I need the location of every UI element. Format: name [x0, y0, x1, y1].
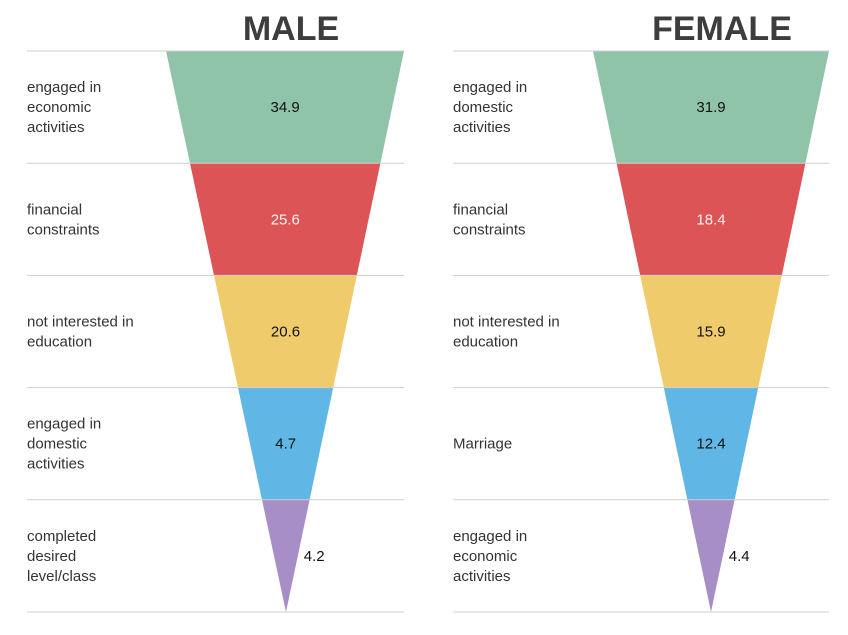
chart-title: FEMALE	[652, 10, 792, 48]
value-label: 25.6	[271, 211, 300, 228]
value-label: 20.6	[271, 324, 300, 341]
category-label: financial constraints	[453, 201, 526, 238]
funnel-segment	[593, 51, 829, 164]
category-label: Marriage	[453, 436, 512, 453]
value-label: 12.4	[696, 436, 725, 453]
value-label: 4.2	[304, 548, 325, 565]
category-label: completed desired level/class	[27, 528, 96, 585]
value-label: 31.9	[696, 99, 725, 116]
category-label: engaged in domestic activities	[27, 416, 101, 473]
funnel-segment	[663, 387, 759, 500]
value-label: 18.4	[696, 211, 725, 228]
chart-title: MALE	[243, 10, 339, 48]
funnel-segment	[166, 51, 404, 164]
funnel-segment	[640, 275, 782, 388]
female-funnel-panel: FEMALE engaged in domestic activities 31.9 fi…	[453, 10, 829, 613]
category-label: engaged in economic activities	[27, 79, 101, 136]
funnel-segment	[238, 387, 334, 500]
category-label: not interested in education	[453, 314, 560, 351]
value-label: 34.9	[270, 99, 299, 116]
value-label: 15.9	[696, 324, 725, 341]
funnel-segment	[214, 275, 357, 388]
funnel-segment	[190, 163, 381, 276]
funnel-segment	[262, 499, 310, 612]
category-label: engaged in economic activities	[453, 528, 527, 585]
category-label: financial constraints	[27, 201, 100, 238]
category-label: engaged in domestic activities	[453, 79, 527, 136]
funnel-segment	[616, 163, 806, 276]
male-funnel-panel: MALE engaged in economic activities 34.9 fina…	[27, 10, 404, 613]
value-label: 4.4	[729, 548, 750, 565]
category-label: not interested in education	[27, 314, 134, 351]
funnel-segment	[687, 499, 735, 612]
value-label: 4.7	[275, 436, 296, 453]
